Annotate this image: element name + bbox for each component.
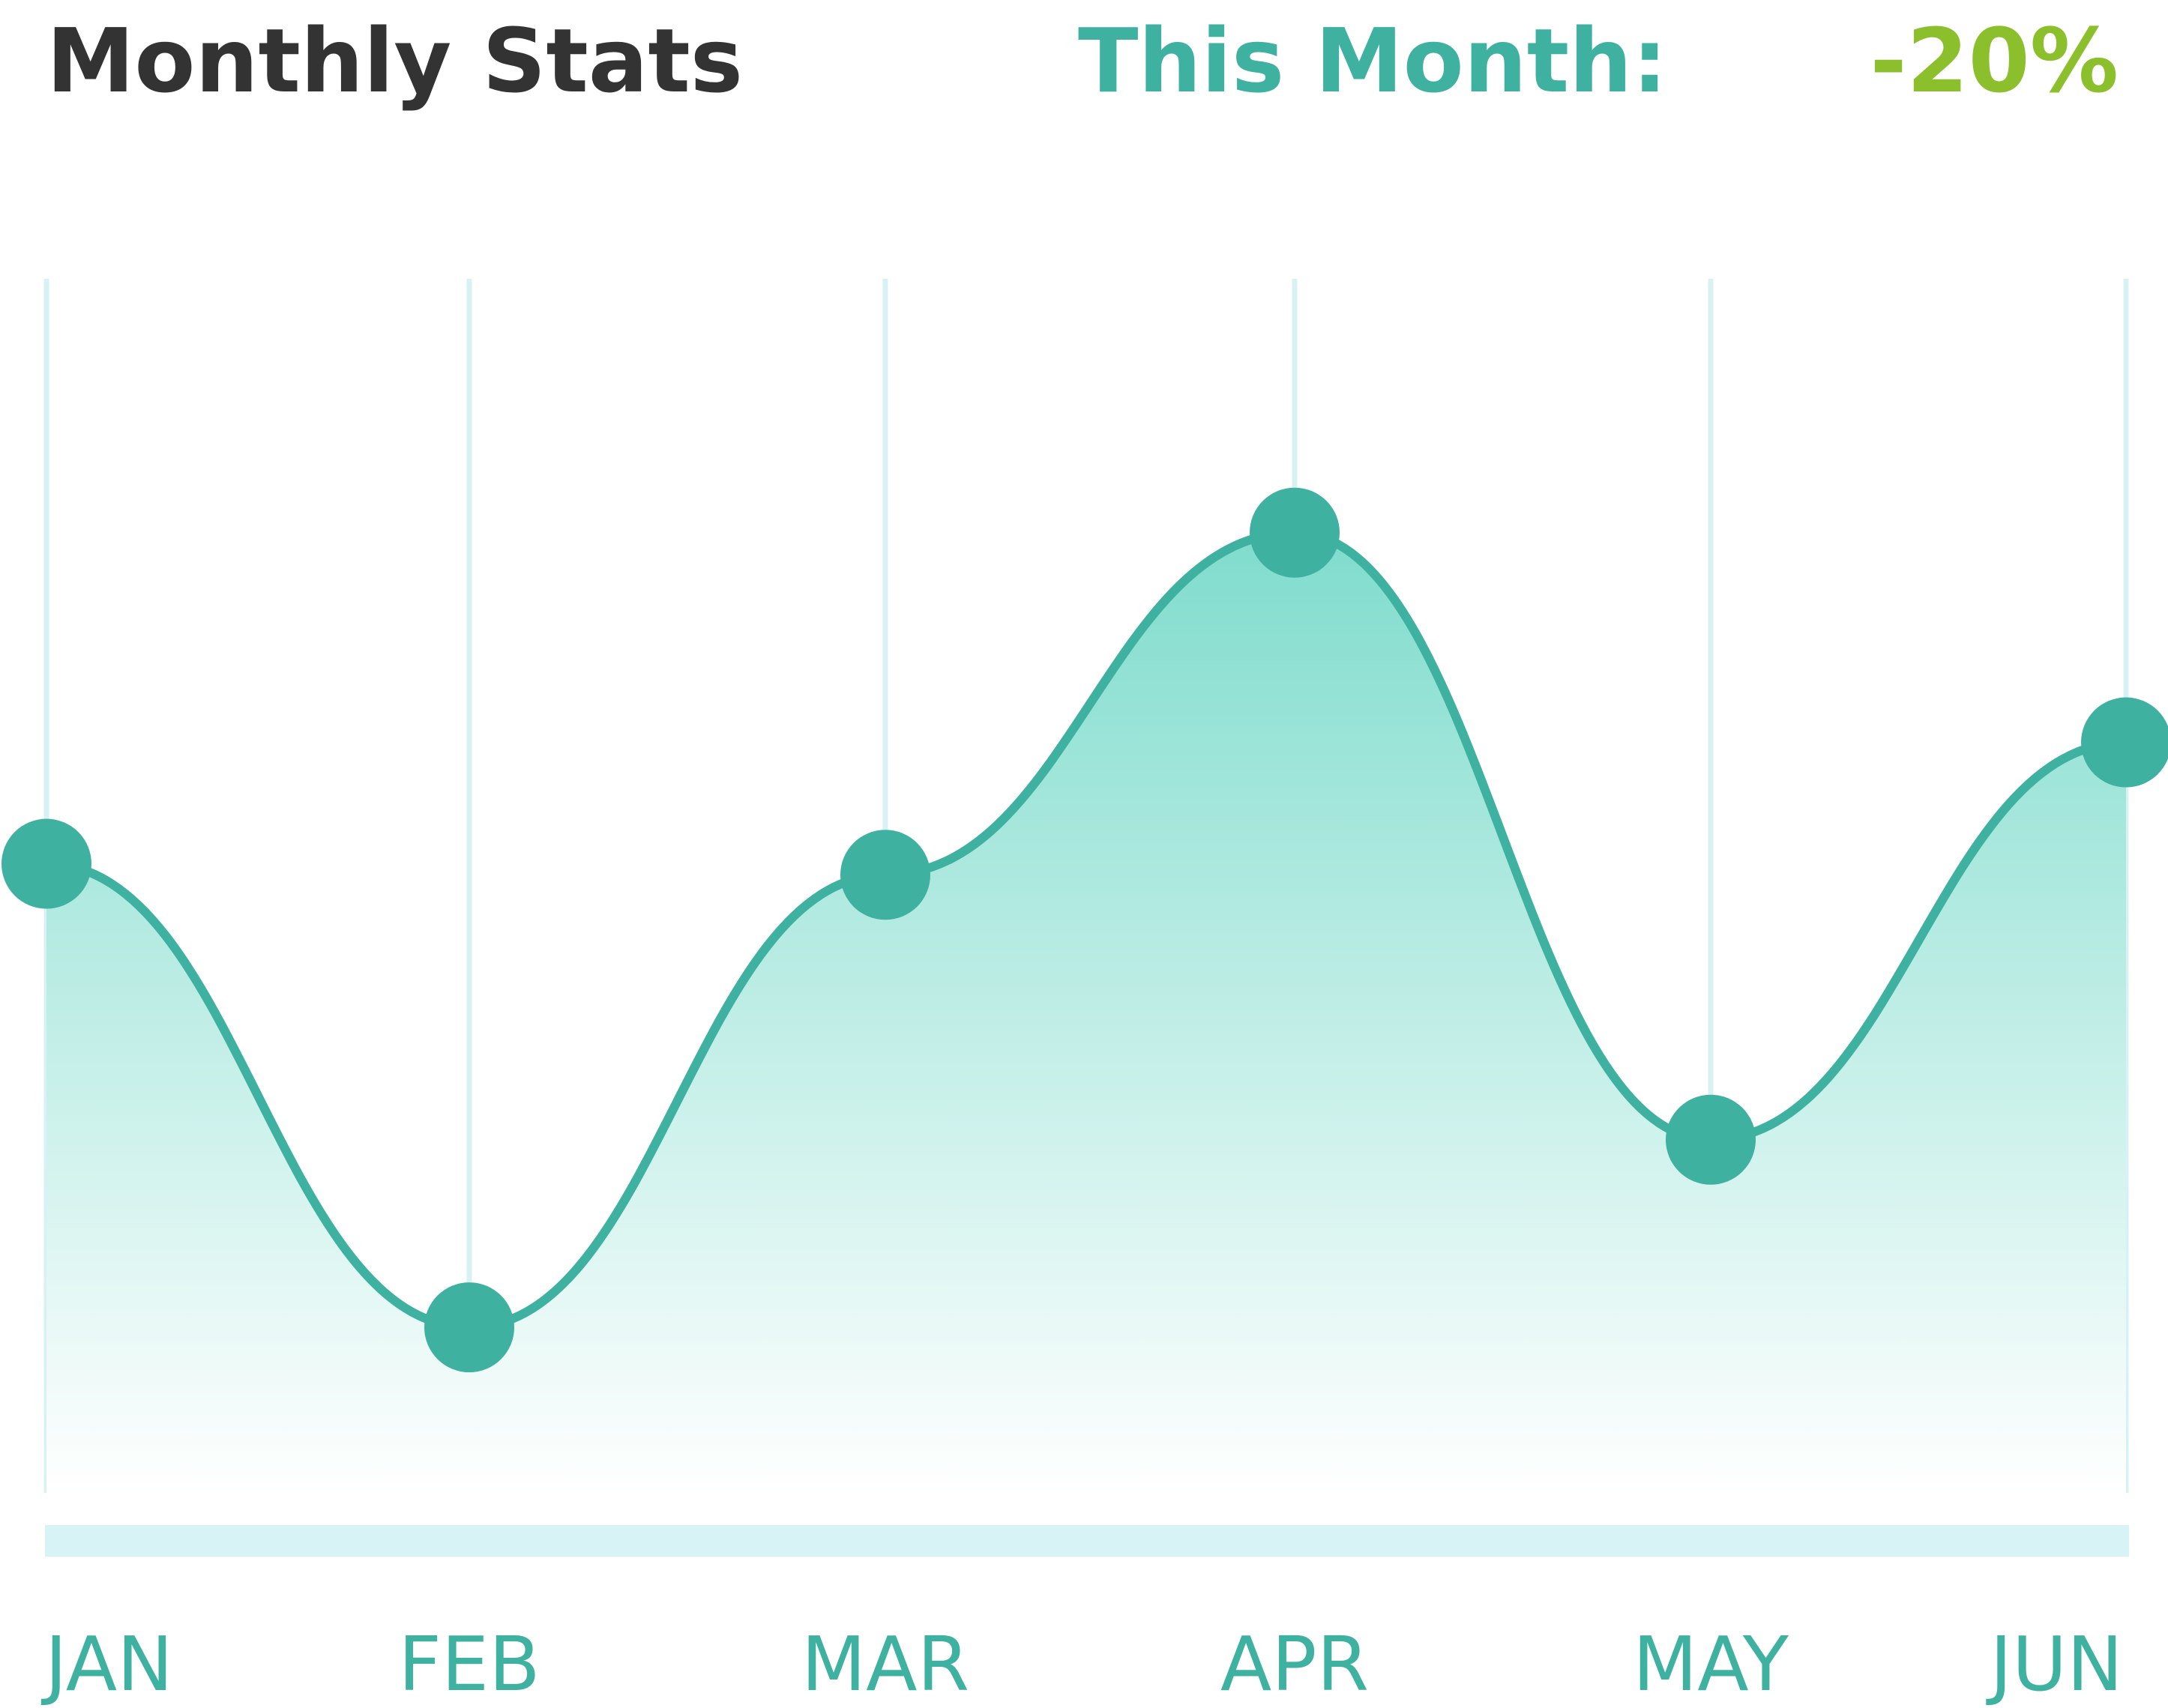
- data-point-jan: [1, 818, 91, 909]
- x-axis-label-may: MAY: [1633, 1620, 1789, 1708]
- data-point-apr: [1250, 487, 1340, 578]
- area-fill: [46, 532, 2126, 1493]
- x-axis-label-feb: FEB: [398, 1620, 540, 1708]
- series-line: [42, 528, 2131, 1333]
- x-axis-label-jan: JAN: [40, 1620, 173, 1708]
- x-axis-label-mar: MAR: [801, 1620, 969, 1708]
- data-point-feb: [424, 1282, 514, 1373]
- this-month-label: This Month:: [1078, 9, 1667, 112]
- chart-title: Monthly Stats: [46, 9, 743, 112]
- data-point-jun: [2081, 697, 2168, 788]
- x-axis-label-jun: JUN: [1986, 1620, 2124, 1708]
- baseline-bar: [45, 1525, 2129, 1557]
- x-axis-labels: JAN FEB MAR APR MAY JUN: [40, 1620, 2123, 1708]
- data-point-mar: [840, 830, 930, 920]
- this-month-change-value: -20%: [1870, 9, 2119, 112]
- x-axis-label-apr: APR: [1220, 1620, 1369, 1708]
- data-points: [1, 487, 2168, 1373]
- data-point-may: [1666, 1094, 1756, 1185]
